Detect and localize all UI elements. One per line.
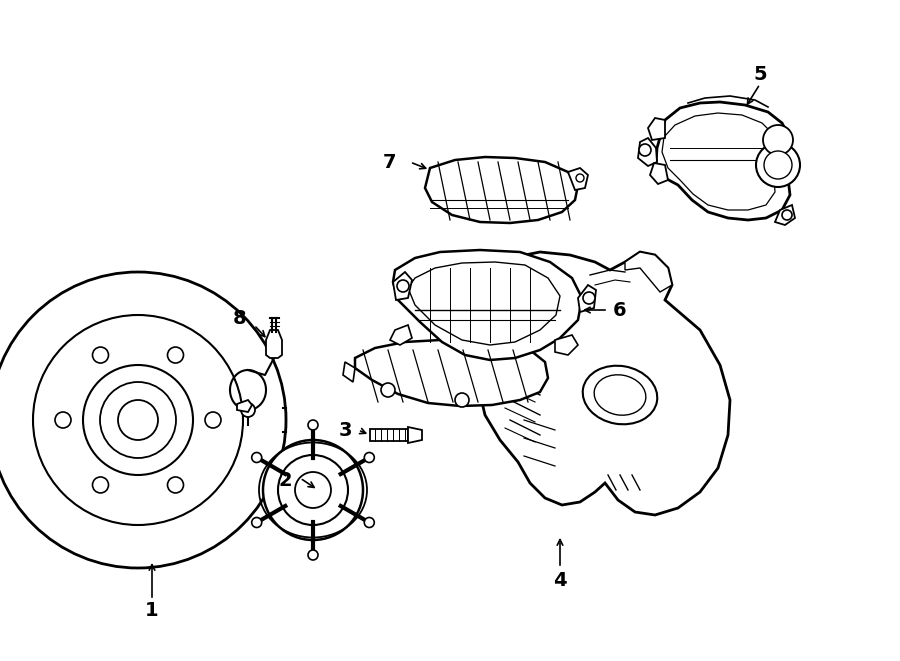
Circle shape [0, 272, 286, 568]
Circle shape [764, 151, 792, 179]
Circle shape [93, 477, 109, 493]
Circle shape [33, 315, 243, 525]
Circle shape [252, 453, 262, 463]
Circle shape [252, 518, 262, 527]
Circle shape [241, 403, 255, 417]
Text: 8: 8 [233, 309, 247, 327]
Circle shape [756, 143, 800, 187]
Circle shape [100, 382, 176, 458]
Text: 1: 1 [145, 600, 158, 619]
Polygon shape [393, 250, 582, 360]
Text: 5: 5 [753, 65, 767, 85]
Polygon shape [266, 330, 282, 358]
Polygon shape [578, 285, 596, 312]
Circle shape [93, 347, 109, 363]
Text: 7: 7 [383, 153, 397, 171]
Text: 4: 4 [554, 570, 567, 590]
Circle shape [381, 383, 395, 397]
Polygon shape [656, 102, 790, 220]
Polygon shape [408, 262, 560, 345]
Circle shape [278, 455, 348, 525]
Polygon shape [648, 118, 665, 140]
Polygon shape [425, 157, 578, 223]
Polygon shape [478, 252, 730, 515]
Text: 2: 2 [278, 471, 292, 490]
Text: 3: 3 [338, 420, 352, 440]
Polygon shape [638, 138, 657, 166]
Circle shape [263, 440, 363, 540]
Circle shape [55, 412, 71, 428]
Circle shape [583, 292, 595, 304]
Circle shape [167, 347, 184, 363]
Polygon shape [390, 325, 412, 345]
Polygon shape [625, 252, 672, 292]
Polygon shape [343, 362, 355, 382]
Circle shape [308, 550, 318, 560]
Circle shape [118, 400, 158, 440]
Circle shape [763, 125, 793, 155]
Circle shape [782, 210, 792, 220]
Polygon shape [408, 427, 422, 443]
Circle shape [364, 453, 374, 463]
Polygon shape [568, 168, 588, 190]
Polygon shape [370, 429, 408, 441]
Ellipse shape [594, 375, 646, 415]
Circle shape [364, 518, 374, 527]
Circle shape [205, 412, 221, 428]
Circle shape [639, 144, 651, 156]
Circle shape [167, 477, 184, 493]
Circle shape [295, 472, 331, 508]
Polygon shape [650, 163, 668, 184]
Polygon shape [775, 205, 795, 225]
Polygon shape [355, 340, 548, 406]
Circle shape [308, 420, 318, 430]
Circle shape [455, 393, 469, 407]
Polygon shape [555, 335, 578, 355]
Text: 6: 6 [613, 301, 626, 319]
Circle shape [576, 174, 584, 182]
Polygon shape [393, 272, 412, 300]
Polygon shape [662, 113, 775, 210]
Circle shape [397, 280, 409, 292]
Ellipse shape [582, 366, 657, 424]
Circle shape [83, 365, 193, 475]
Polygon shape [237, 400, 252, 412]
